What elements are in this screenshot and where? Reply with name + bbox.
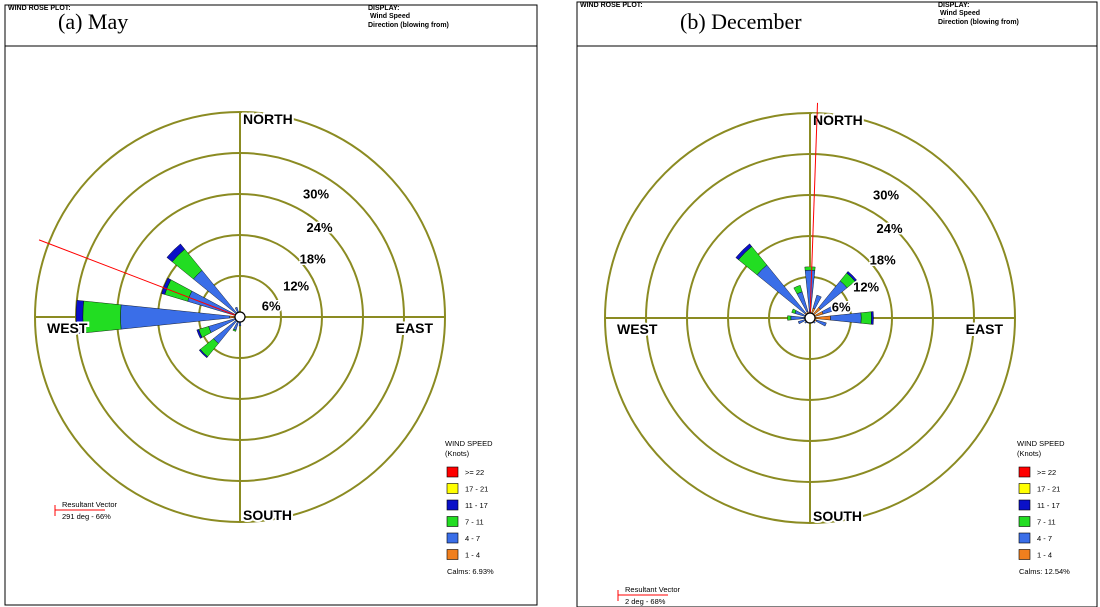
compass-label: WEST	[47, 320, 88, 336]
resultant-title: Resultant Vector	[62, 500, 118, 509]
legend-subtitle: (Knots)	[445, 449, 470, 458]
legend-title: WIND SPEED	[445, 439, 493, 448]
legend-swatch	[1018, 532, 1031, 544]
compass-label: EAST	[966, 321, 1004, 337]
calms-label: Calms: 12.54%	[1019, 567, 1070, 576]
wind-segment	[161, 277, 172, 295]
legend-swatch	[446, 549, 459, 560]
legend-swatch	[446, 483, 459, 494]
resultant-vector	[38, 239, 241, 318]
wind-segment	[846, 271, 857, 282]
calms-label: Calms: 6.93%	[447, 567, 494, 576]
legend-swatch	[446, 532, 459, 544]
ring-label: 30%	[303, 187, 329, 202]
legend-label: >= 22	[1037, 468, 1056, 477]
legend-label: 7 - 11	[1037, 518, 1056, 527]
calm-circle	[804, 312, 816, 324]
resultant-vector	[809, 102, 819, 319]
wind-segment	[791, 308, 797, 314]
legend-title: WIND SPEED	[1017, 439, 1065, 448]
compass-label: WEST	[617, 321, 658, 337]
wind-segment	[790, 315, 805, 321]
display-line: Direction (blowing from)	[938, 19, 1019, 26]
display-label: DISPLAY:	[938, 2, 970, 9]
display-line: Direction (blowing from)	[368, 22, 449, 29]
display-line: Wind Speed	[940, 10, 980, 17]
ring-label: 30%	[873, 188, 899, 203]
legend-swatch	[446, 516, 459, 527]
legend-label: 4 - 7	[1037, 534, 1052, 543]
display-line: Wind Speed	[370, 13, 410, 20]
legend-label: 17 - 21	[465, 485, 488, 494]
ring-label: 6%	[262, 298, 281, 313]
wind-segment	[196, 329, 203, 339]
ring-label: 12%	[853, 280, 879, 295]
legend-subtitle: (Knots)	[1017, 449, 1042, 458]
wind-segment	[166, 243, 186, 263]
legend-label: 11 - 17	[1037, 501, 1060, 510]
ring-label: 24%	[307, 220, 333, 235]
wind-segment	[82, 300, 122, 334]
wind-segment	[870, 311, 874, 325]
plot-label: WIND ROSE PLOT:	[8, 5, 71, 12]
legend-swatch	[1018, 516, 1031, 527]
compass-label: SOUTH	[813, 508, 862, 524]
legend-swatch	[446, 466, 459, 478]
legend-label: >= 22	[465, 468, 484, 477]
legend-label: 17 - 21	[1037, 485, 1060, 494]
plot-label: WIND ROSE PLOT:	[580, 2, 643, 9]
wind-segment	[812, 294, 822, 310]
legend-swatch	[1018, 499, 1031, 511]
legend-swatch	[1018, 549, 1031, 560]
wind-segment	[232, 328, 237, 332]
calm-circle	[234, 311, 246, 323]
panel-title: (a) May	[58, 9, 128, 34]
compass-label: NORTH	[813, 112, 863, 128]
legend-label: 7 - 11	[465, 518, 484, 527]
ring-label: 18%	[300, 252, 326, 267]
legend-swatch	[1018, 466, 1031, 478]
resultant-title: Resultant Vector	[625, 585, 681, 594]
panel-border	[4, 4, 538, 606]
wind-segment	[804, 266, 816, 271]
display-label: DISPLAY:	[368, 5, 400, 12]
wind-segment	[797, 319, 806, 325]
legend-label: 1 - 4	[465, 551, 480, 560]
ring-label: 24%	[877, 221, 903, 236]
compass-label: NORTH	[243, 111, 293, 127]
panel-border	[576, 1, 1098, 607]
wind-segment	[860, 311, 872, 325]
wind-segment	[75, 300, 84, 334]
compass-label: SOUTH	[243, 507, 292, 523]
legend-swatch	[1018, 483, 1031, 494]
compass-label: EAST	[396, 320, 434, 336]
ring-label: 18%	[870, 253, 896, 268]
resultant-label: 291 deg - 66%	[62, 512, 111, 521]
wind-segment	[830, 312, 862, 324]
wind-segment	[198, 349, 208, 359]
ring-label: 12%	[283, 279, 309, 294]
wind-segment	[793, 285, 803, 295]
wind-segment	[815, 319, 827, 327]
wind-segment	[833, 303, 839, 311]
legend-label: 1 - 4	[1037, 551, 1052, 560]
legend-swatch	[446, 499, 459, 511]
wind-segment	[735, 243, 753, 261]
ring-label: 6%	[832, 299, 851, 314]
legend-label: 11 - 17	[465, 501, 488, 510]
wind-segment	[787, 315, 792, 321]
legend-label: 4 - 7	[465, 534, 480, 543]
panel-title: (b) December	[680, 9, 802, 34]
resultant-label: 2 deg - 68%	[625, 597, 666, 606]
